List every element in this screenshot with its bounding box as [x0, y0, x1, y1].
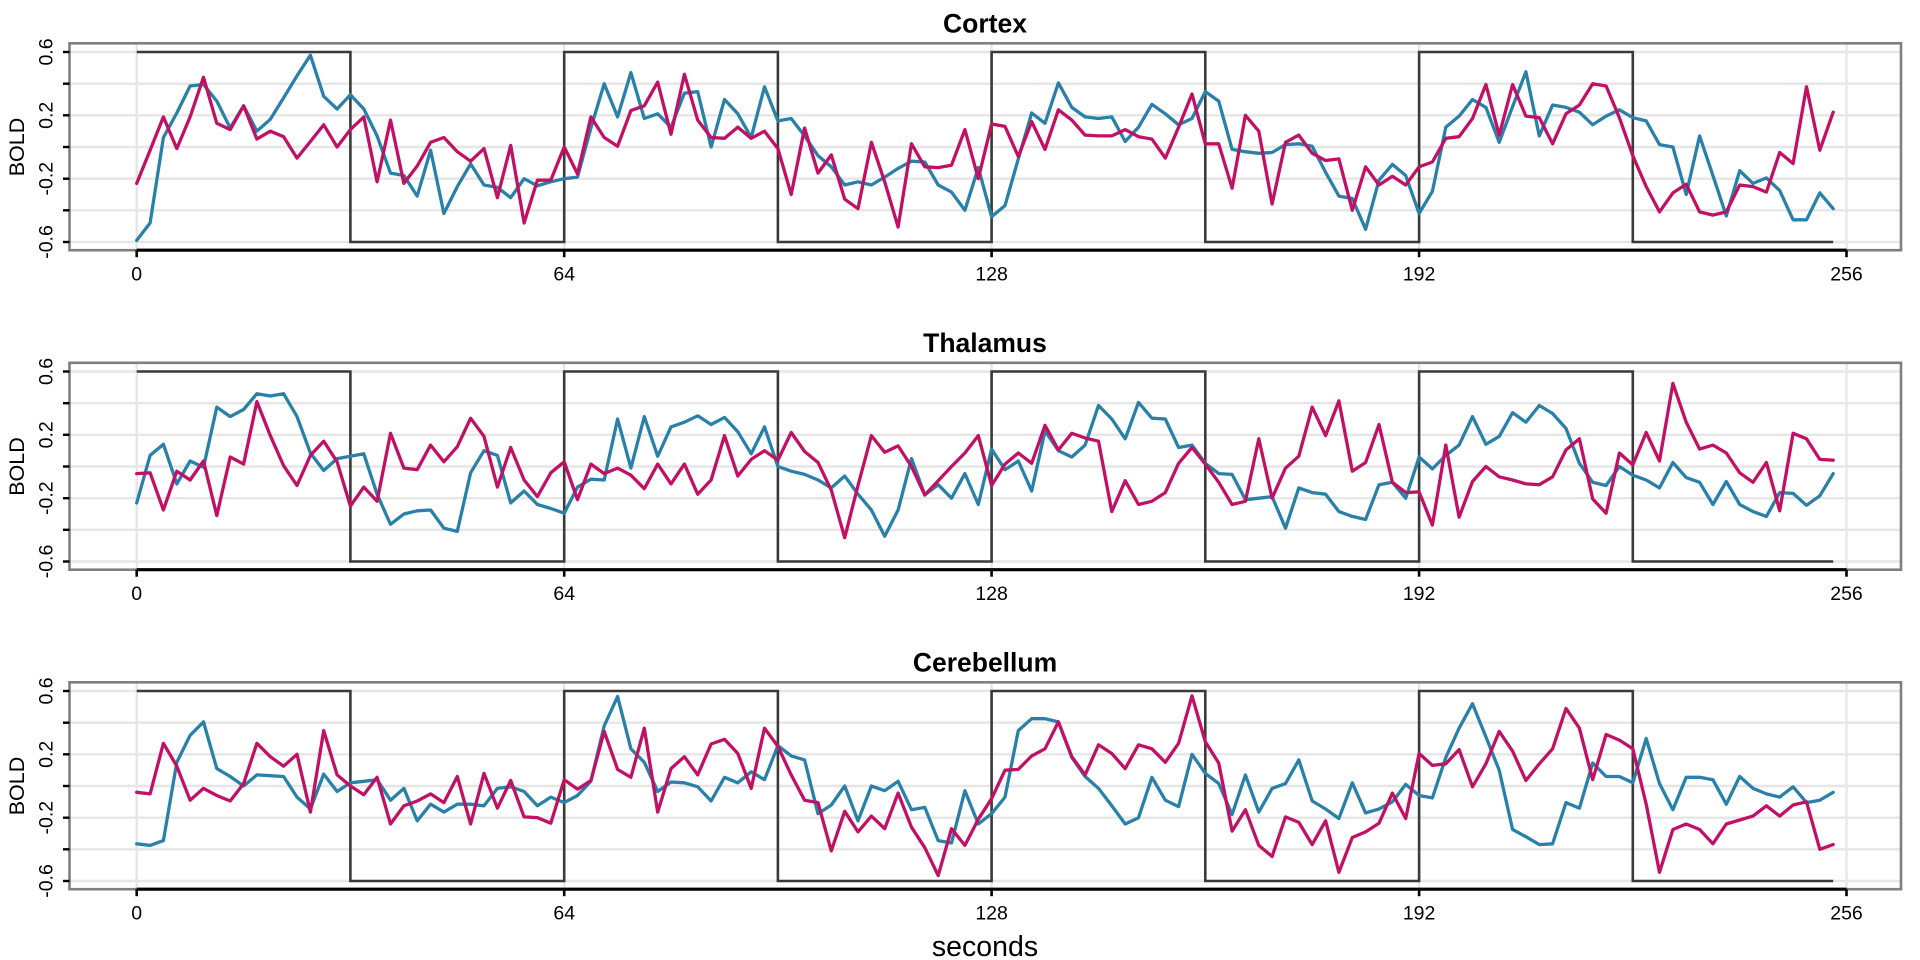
svg-text:0.6: 0.6: [36, 358, 58, 385]
svg-text:256: 256: [1830, 264, 1863, 286]
svg-text:BOLD: BOLD: [5, 437, 29, 496]
svg-text:-0.2: -0.2: [36, 162, 58, 196]
svg-text:256: 256: [1830, 583, 1863, 605]
svg-text:256: 256: [1830, 903, 1863, 925]
svg-text:-0.6: -0.6: [36, 864, 58, 898]
svg-text:-0.6: -0.6: [36, 225, 58, 259]
svg-text:-0.2: -0.2: [36, 481, 58, 515]
svg-text:0.2: 0.2: [36, 741, 58, 768]
svg-text:0.2: 0.2: [36, 102, 58, 129]
svg-text:BOLD: BOLD: [5, 757, 29, 816]
svg-text:seconds: seconds: [932, 931, 1038, 960]
svg-text:Thalamus: Thalamus: [923, 328, 1047, 358]
svg-text:192: 192: [1403, 583, 1436, 605]
svg-text:Cerebellum: Cerebellum: [913, 648, 1057, 678]
svg-text:64: 64: [553, 583, 575, 605]
svg-text:192: 192: [1403, 903, 1436, 925]
svg-text:64: 64: [553, 903, 575, 925]
svg-text:0.6: 0.6: [36, 677, 58, 704]
svg-text:-0.2: -0.2: [36, 801, 58, 835]
svg-text:0: 0: [131, 903, 142, 925]
svg-text:128: 128: [975, 264, 1008, 286]
svg-text:192: 192: [1403, 264, 1436, 286]
svg-text:0: 0: [131, 583, 142, 605]
svg-text:64: 64: [553, 264, 575, 286]
svg-text:0.2: 0.2: [36, 421, 58, 448]
svg-text:-0.6: -0.6: [36, 545, 58, 579]
svg-text:Cortex: Cortex: [943, 9, 1027, 39]
svg-text:128: 128: [975, 903, 1008, 925]
svg-text:BOLD: BOLD: [5, 118, 29, 177]
svg-text:0.6: 0.6: [36, 38, 58, 65]
svg-text:0: 0: [131, 264, 142, 286]
svg-text:128: 128: [975, 583, 1008, 605]
